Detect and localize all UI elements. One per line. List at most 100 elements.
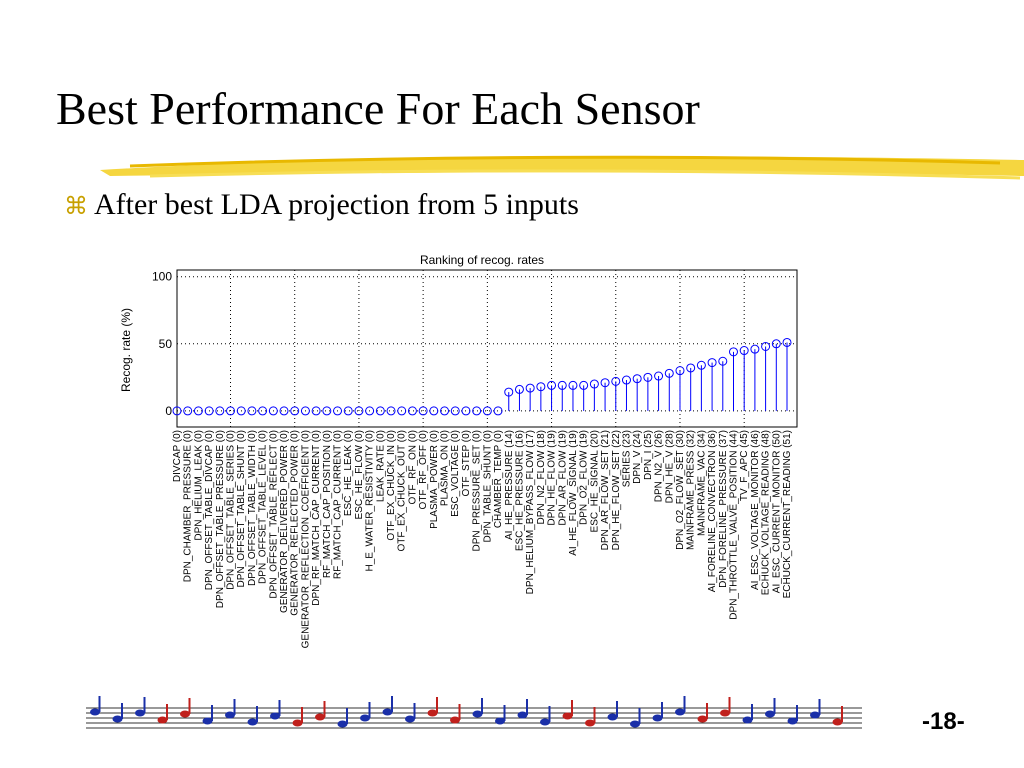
x-tick-label: GENERATOR_DELIVERED_POWER (0) (279, 430, 290, 613)
x-tick-label: DPN_OFFSET_TABLE_PRESSURE (0) (215, 430, 226, 608)
x-tick-label: OTF_STEP (0) (461, 430, 472, 497)
stem-marker (686, 363, 696, 373)
music-note (270, 700, 281, 720)
note-head (337, 720, 348, 728)
x-tick-label: GENERATOR_REFLECTION_COEFFICIENT (0) (300, 430, 311, 648)
stem-marker (621, 375, 631, 385)
x-tick-label: DPN_AR_FLOW (19) (557, 430, 568, 526)
music-note (652, 702, 663, 722)
x-tick-label: MAINFRAME_PRESS (32) (686, 430, 697, 550)
note-head (652, 714, 663, 722)
stem-marker (536, 382, 546, 392)
stem-marker (354, 406, 364, 416)
stem-marker (696, 360, 706, 370)
x-tick-label: OTF_EX_CHUCK_IN (0) (386, 430, 397, 541)
stem-marker (183, 406, 193, 416)
x-tick-label: DPN_FORELINE_PRESSURE (37) (718, 430, 729, 588)
music-note (225, 699, 236, 719)
stem-marker (611, 376, 621, 386)
y-tick-label: 0 (165, 404, 172, 418)
stem-marker (193, 406, 203, 416)
note-head (247, 718, 258, 726)
note-head (540, 718, 550, 726)
music-note (427, 697, 438, 717)
stem-marker (600, 378, 610, 388)
note-head (90, 708, 100, 716)
music-note (337, 708, 348, 728)
y-tick-label: 100 (152, 270, 172, 284)
x-tick-label: DPN_OFFSET_TABLE_REFLECT (0) (268, 430, 279, 599)
note-head (292, 719, 303, 727)
music-note (405, 703, 416, 723)
note-head (630, 720, 640, 728)
x-tick-label: ESC_HE_FLOW (0) (354, 430, 365, 519)
x-tick-label: DPN_HE_V (28) (664, 430, 675, 503)
music-note (157, 704, 168, 724)
x-tick-label: ESC_HE_LEAK (0) (343, 430, 354, 516)
chart: Ranking of recog. rates Recog. rate (%) … (119, 253, 798, 648)
y-tick-label: 50 (159, 337, 173, 351)
note-head (720, 709, 730, 717)
x-tick-label: DPN_CHAMBER_PRESSURE (0) (183, 430, 194, 582)
stem-marker (333, 406, 343, 416)
stem-marker (407, 406, 417, 416)
music-note (720, 697, 731, 717)
x-tick-label: DPN_THROTTLE_VALVE_POSITION (44) (728, 430, 739, 620)
stem-marker (728, 347, 738, 357)
stem-marker (375, 406, 385, 416)
stem-marker (429, 406, 439, 416)
stem-marker (589, 379, 599, 389)
note-head (765, 710, 775, 718)
x-tick-label: DPN_HE_FLOW (19) (547, 430, 558, 526)
music-note (607, 701, 618, 721)
note-head (675, 708, 685, 716)
note-head (787, 717, 798, 725)
x-tick-label: CHAMBER_TEMP (0) (493, 430, 504, 528)
stem-marker (514, 384, 524, 394)
title-underline (100, 155, 1024, 180)
stem-marker (643, 372, 653, 382)
music-note (90, 696, 101, 716)
music-note (675, 696, 686, 716)
note-head (180, 710, 190, 718)
music-note (360, 702, 371, 722)
music-note (135, 697, 146, 717)
stem-marker (311, 406, 321, 416)
stem-marker (718, 356, 728, 366)
stem-marker (290, 406, 300, 416)
plot-frame (176, 269, 798, 428)
stem-marker (450, 406, 460, 416)
x-tick-label: TV_F_APC (45) (739, 430, 750, 501)
note-head (450, 716, 460, 724)
music-note (292, 707, 303, 727)
music-note (202, 705, 213, 725)
stem-marker (258, 406, 268, 416)
note-head (382, 708, 393, 716)
x-tick-label: DPN_OFFSET_TABLE_LEVEL (0) (258, 430, 269, 584)
stem-marker (440, 406, 450, 416)
stem-marker (461, 406, 471, 416)
x-tick-label: AI_HE_PRESSURE (14) (504, 430, 515, 540)
music-note (517, 699, 528, 719)
page-number: -18- (922, 708, 965, 735)
music-note (540, 706, 551, 726)
note-head (270, 712, 280, 720)
stem-marker (771, 339, 781, 349)
music-note (742, 704, 753, 724)
x-tick-label: ECHUCK_CURRENT_READING (51) (782, 430, 793, 598)
note-head (135, 709, 145, 717)
x-tick-label: AI_ESC_CURRENT_MONITOR (50) (771, 430, 782, 593)
note-head (562, 712, 573, 720)
x-tick-label: RF_MATCH_CAP_POSITION (0) (322, 430, 333, 578)
stem-marker (761, 341, 771, 351)
x-tick-label: DPN_V (24) (632, 430, 643, 484)
stem-marker (268, 406, 278, 416)
note-head (697, 715, 708, 723)
stem-marker (750, 344, 760, 354)
x-tick-label: RF_MATCH_CAP_CURRENT (0) (333, 430, 344, 579)
x-tick-label: LEAK_RATE (0) (375, 430, 386, 502)
note-head (607, 713, 618, 721)
stem-marker (172, 406, 182, 416)
x-tick-label: SERIES (23) (621, 430, 632, 487)
